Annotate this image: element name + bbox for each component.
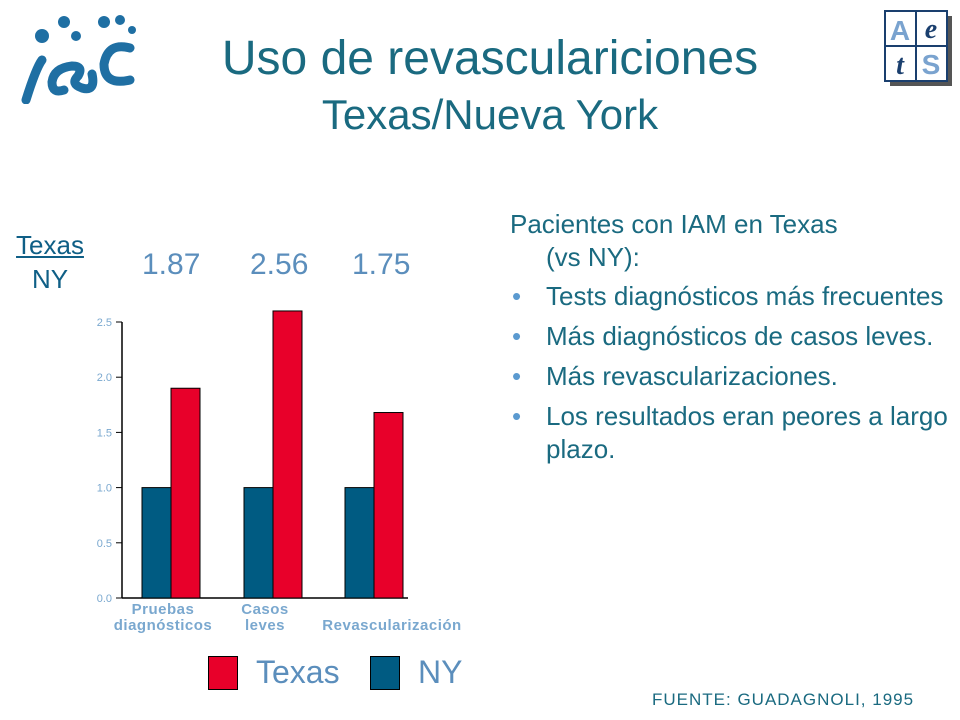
bullet-intro-line1: Pacientes con IAM en Texas [510, 209, 838, 239]
y-tick-label: 0.5 [97, 538, 112, 550]
bullet-intro-line2: (vs NY): [546, 242, 640, 272]
svg-text:t: t [896, 50, 905, 81]
isc-logo [21, 15, 136, 104]
y-tick-label: 0.0 [97, 593, 112, 605]
ratio-value-3: 1.75 [352, 248, 411, 281]
x-tick-label: Casos [241, 601, 289, 618]
bullet-item: • Los resultados eran peores a largo plaz… [510, 400, 950, 466]
bullet-item: • Más revascularizaciones. [510, 360, 950, 393]
bullet-item: • Más diagnósticos de casos leves. [510, 320, 950, 353]
bullet-dot-icon: • [512, 401, 522, 431]
x-tick-label: Pruebas [132, 601, 195, 618]
bar-ny [243, 487, 274, 599]
bar-texas [373, 412, 404, 599]
title-line-2: Texas/Nueva York [321, 91, 659, 138]
legend-swatch-ny [370, 656, 400, 690]
y-tick-label: 1.5 [97, 427, 112, 439]
ratio-value-1: 1.87 [142, 248, 201, 281]
bullet-list: • Tests diagnósticos más frecuentes • Más … [510, 280, 950, 466]
svg-text:A: A [890, 15, 910, 46]
bar-ny [344, 487, 375, 599]
bullet-text: Más diagnósticos de casos leves. [546, 321, 934, 351]
bullet-intro: Pacientes con IAM en Texas (vs NY): [510, 208, 950, 274]
ratio-value-2: 2.56 [250, 248, 309, 281]
aets-logo: A e t S [884, 10, 952, 86]
bar-texas [272, 310, 303, 599]
svg-text:S: S [922, 49, 941, 80]
x-tick-label: Revascularización [322, 617, 461, 634]
bullet-dot-icon: • [512, 361, 522, 391]
bullet-dot-icon: • [512, 281, 522, 311]
title-line-1: Uso de revasculariciones [221, 32, 759, 85]
bar-ny [141, 487, 172, 599]
bullet-panel: Pacientes con IAM en Texas (vs NY): • Tes… [510, 208, 950, 473]
legend-label-texas: Texas [256, 654, 340, 690]
ratio-label: Texas NY [8, 228, 92, 296]
bullet-text: Los resultados eran peores a largo plazo… [546, 401, 948, 464]
source-note: FUENTE: GUADAGNOLI, 1995 [652, 690, 915, 709]
slide-title: Uso de revasculariciones Texas/Nueva Yor… [150, 30, 830, 142]
y-tick-label: 2.5 [97, 317, 112, 329]
legend-label-ny: NY [418, 654, 463, 690]
x-tick-label: leves [245, 617, 285, 634]
bar-texas [170, 387, 201, 599]
bullet-text: Tests diagnósticos más frecuentes [546, 281, 944, 311]
y-tick-label: 1.0 [97, 483, 112, 495]
bullet-dot-icon: • [512, 321, 522, 351]
x-tick-label: diagnósticos [114, 617, 213, 634]
y-tick-label: 2.0 [97, 372, 112, 384]
legend-swatch-texas [208, 656, 238, 690]
ratio-label-ny: NY [31, 264, 69, 294]
svg-text:e: e [925, 14, 937, 45]
bullet-item: • Tests diagnósticos más frecuentes [510, 280, 950, 313]
bullet-text: Más revascularizaciones. [546, 361, 838, 391]
ratio-label-texas: Texas [16, 230, 84, 260]
